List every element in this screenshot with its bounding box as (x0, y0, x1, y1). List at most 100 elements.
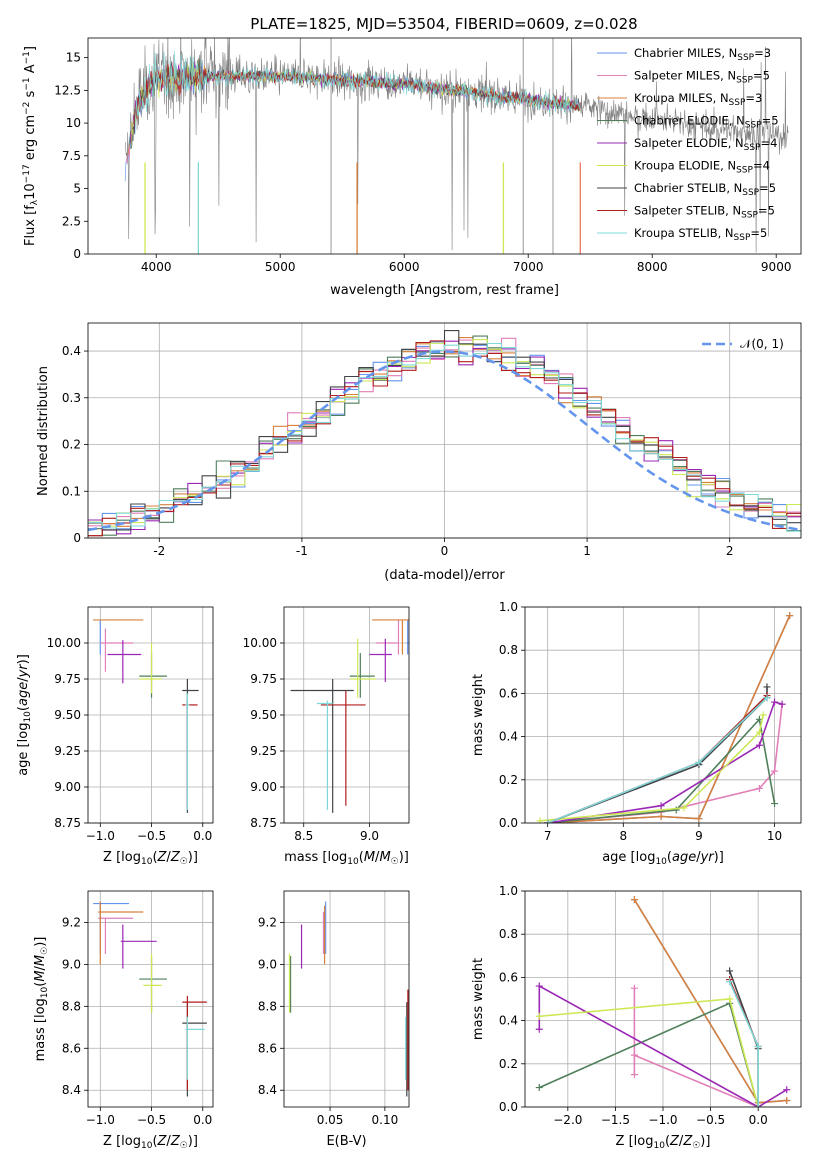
x-tick-label: 8 (619, 829, 627, 843)
x-tick-label: 0.0 (193, 1113, 212, 1127)
y-tick-label: 0.2 (499, 1057, 518, 1071)
x-axis-label: mass [log10(M/M☉)] (284, 850, 409, 867)
axes-frame (87, 606, 214, 824)
y-tick-label: 8.4 (62, 1083, 81, 1097)
weight-marker (535, 982, 543, 990)
ticks-weight-vs-Z: −2.0 −1.5 −1.0 −0.5 0.0 0.0 0.2 0.4 0.6 0.8 1.0 (499, 884, 768, 1127)
ticks-residuals: -2 -1 0 1 2 0 0.1 0.2 0.3 0.4 (62, 344, 734, 558)
weight-marker (755, 728, 763, 736)
weight-marker (783, 1086, 791, 1094)
weight-marker (754, 1043, 762, 1051)
weight-marker (630, 1071, 638, 1079)
errorbar-point (98, 917, 134, 954)
axes-weight-vs-Z: −2.0 −1.5 −1.0 −0.5 0.0 0.0 0.2 0.4 0.6 0.8 1.0 Z [… (471, 884, 802, 1151)
x-tick-label: −1.0 (86, 1113, 115, 1127)
x-tick-label: -1 (296, 544, 308, 558)
weight-line (633, 988, 759, 1107)
axes-spectrum: 4000 5000 6000 7000 8000 9000 0 2.5 5 7.5 10 12.5 15… (22, 37, 802, 298)
y-axis-label: mass weight (471, 674, 486, 756)
x-tick-label: −0.5 (137, 1113, 166, 1127)
x-tick-label: −0.5 (137, 829, 166, 843)
y-tick-label: 0.3 (62, 391, 81, 405)
y-tick-label: 9.0 (258, 957, 277, 971)
x-tick-label: 0 (441, 544, 449, 558)
x-tick-label: 8000 (637, 260, 668, 274)
y-tick-label: 9.00 (250, 780, 277, 794)
weight-marker (544, 819, 552, 823)
weight-marker (695, 759, 703, 767)
x-tick-label: −1.0 (86, 829, 115, 843)
ticks-age-vs-Z: −1.0 −0.5 0.0 8.75 9.00 9.25 9.50 9.75 10.00 (47, 636, 213, 843)
x-tick-label: −1.0 (648, 1113, 677, 1127)
weight-marker (535, 1012, 543, 1020)
weight-marker (726, 967, 734, 975)
x-tick-label: 9 (695, 829, 703, 843)
weight-marker (535, 1084, 543, 1092)
x-tick-label: 7 (544, 829, 552, 843)
y-tick-label: 15 (66, 51, 81, 65)
y-axis-label: age [log10(age/yr)] (16, 654, 33, 776)
errorbar-point (98, 901, 144, 965)
histogram-kroupa-stelib (88, 342, 801, 532)
x-tick-label: 0.0 (749, 1113, 768, 1127)
x-tick-label: 5000 (265, 260, 296, 274)
x-tick-label: −0.5 (696, 1113, 725, 1127)
axes-frame (87, 890, 214, 1108)
weight-marker (726, 978, 734, 986)
x-axis-label: (data-model)/error (384, 568, 505, 583)
y-axis-label: mass weight (471, 958, 486, 1040)
weight-series (544, 612, 794, 823)
x-tick-label: 0.0 (193, 829, 212, 843)
y-tick-label: 0.0 (499, 816, 518, 830)
y-tick-label: 9.50 (250, 708, 277, 722)
errorbar-point (100, 628, 134, 672)
y-tick-label: 0.8 (499, 927, 518, 941)
y-tick-label: 0.6 (499, 970, 518, 984)
weight-marker (771, 698, 779, 706)
y-tick-label: 0.4 (62, 344, 81, 358)
weight-marker (755, 784, 763, 792)
x-tick-label: 8.5 (294, 829, 313, 843)
weight-series (726, 978, 762, 1107)
axes-frame (524, 890, 802, 1108)
legend-entry: Chabrier MILES, NSSP=3 (634, 46, 771, 63)
errorbar-point (182, 679, 199, 813)
plot-area-weight-vs-Z (535, 896, 791, 1107)
weight-line (547, 717, 776, 823)
grid-age-vs-Z (88, 607, 213, 824)
y-tick-label: 8.8 (258, 999, 277, 1013)
y-tick-label: 5 (73, 182, 81, 196)
x-tick-label: −2.0 (553, 1113, 582, 1127)
weight-series (544, 698, 786, 823)
plot-area-mass-vs-EBV (288, 901, 409, 1097)
weight-series (544, 612, 794, 823)
x-tick-label: 4000 (141, 260, 172, 274)
weight-marker (695, 815, 703, 823)
axes-weight-vs-age: 7 8 9 10 0.0 0.2 0.4 0.6 0.8 1.0 age [log10(age/yr… (471, 600, 802, 867)
weight-marker (771, 800, 779, 808)
errorbar-point (376, 619, 400, 655)
y-tick-label: 9.75 (54, 672, 81, 686)
weight-line (540, 714, 764, 822)
y-tick-label: 0.0 (499, 1100, 518, 1114)
y-tick-label: 10 (66, 116, 81, 130)
y-axis-label: mass [log10(M/M☉)] (33, 937, 50, 1062)
x-axis-label: age [log10(age/yr)] (602, 850, 724, 867)
x-axis-label: Z [log10(Z/Z☉)] (103, 850, 198, 867)
grid-mass-vs-EBV (284, 891, 409, 1107)
figure-title: PLATE=1825, MJD=53504, FIBERID=0609, z=0… (250, 15, 637, 33)
weight-series (726, 967, 762, 1107)
y-tick-label: 9.25 (250, 744, 277, 758)
y-tick-label: 0.2 (62, 438, 81, 452)
weight-series (536, 711, 767, 823)
weight-marker (763, 694, 771, 702)
grid-mass-vs-Z (88, 891, 213, 1107)
ticks-age-vs-mass: 8.5 9.0 8.75 9.00 9.25 9.50 9.75 10.00 (243, 636, 379, 843)
legend: Chabrier MILES, NSSP=3 Salpeter MILES, NS… (597, 46, 779, 243)
weight-line (547, 704, 783, 823)
x-tick-label: 0.05 (317, 1113, 344, 1127)
weight-line (547, 701, 783, 823)
weight-marker (535, 1025, 543, 1033)
legend-entry: Salpeter ELODIE, NSSP=4 (634, 136, 777, 153)
grid-age-vs-mass (284, 607, 409, 824)
